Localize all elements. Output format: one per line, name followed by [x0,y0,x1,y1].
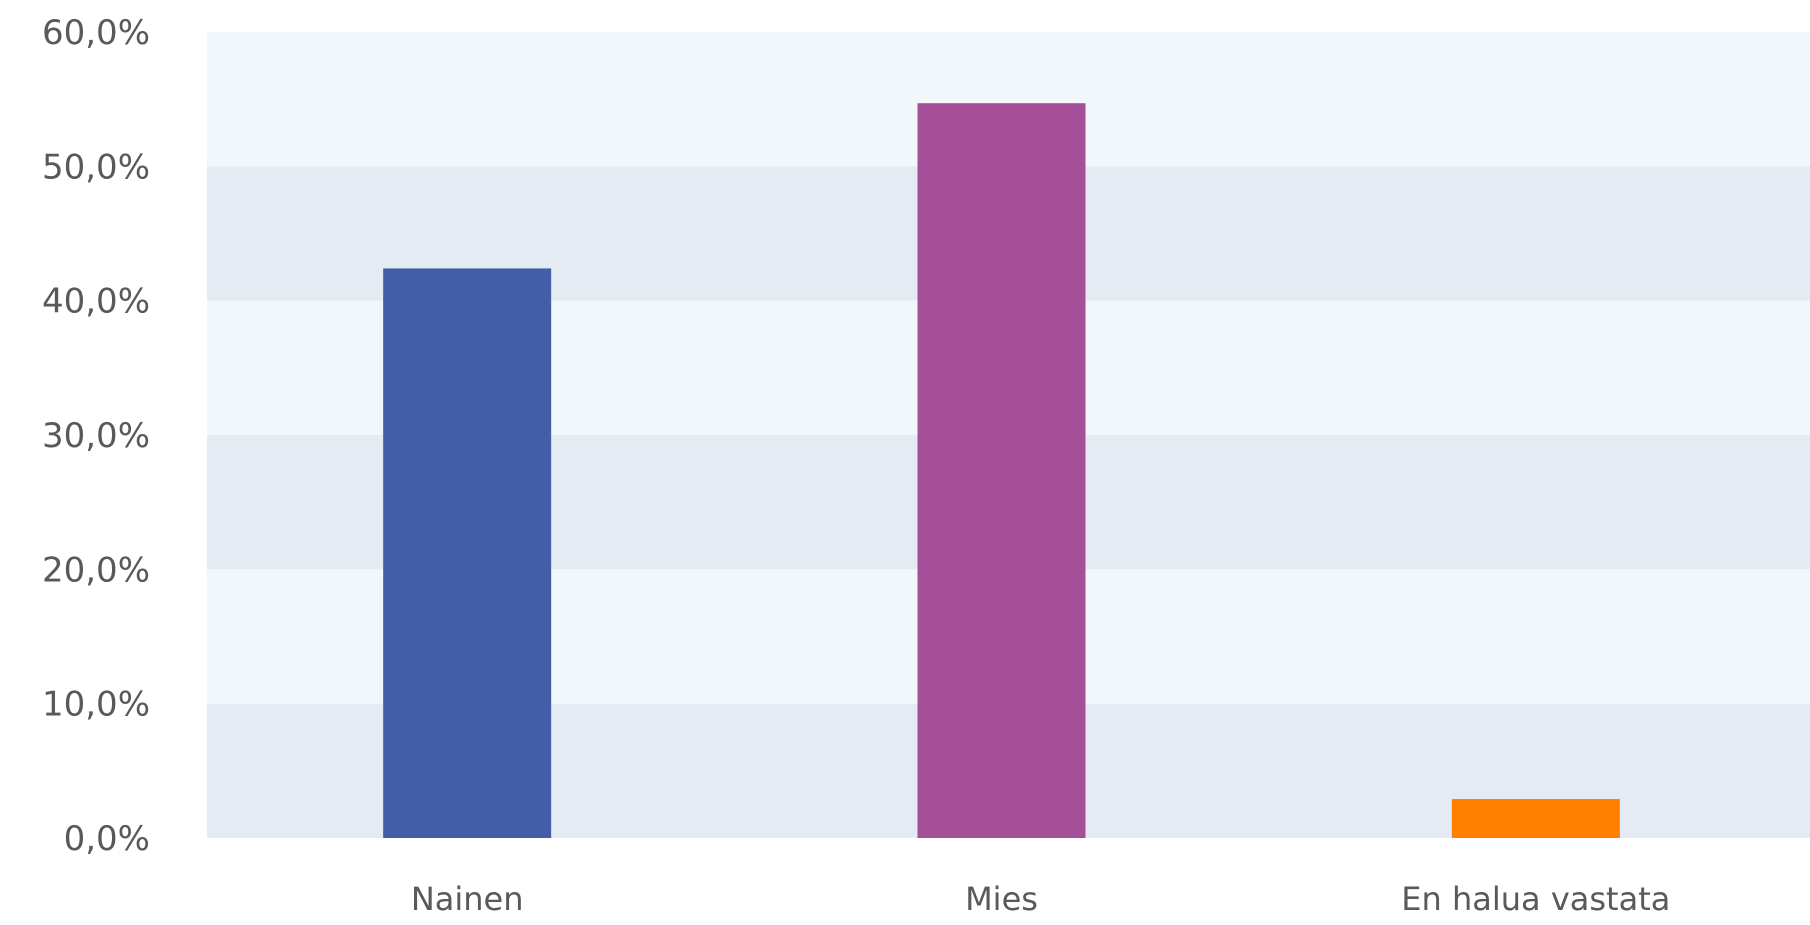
x-axis-category-labels: Nainen Mies En halua vastata [411,880,1671,918]
y-tick-label: 0,0% [64,819,150,859]
y-tick-label: 60,0% [42,13,150,53]
y-tick-label: 30,0% [42,416,150,456]
y-tick-label: 50,0% [42,147,150,187]
bar [383,268,552,839]
y-tick-label: 40,0% [42,282,150,322]
x-category-label: Mies [965,880,1038,918]
bar-series [383,103,1620,839]
y-axis-tick-labels: 0,0% 10,0% 20,0% 30,0% 40,0% 50,0% 60,0% [42,13,150,859]
bar [917,103,1086,839]
y-tick-label: 10,0% [42,685,150,725]
x-category-label: En halua vastata [1401,880,1670,918]
x-category-label: Nainen [411,880,524,918]
bar [1451,799,1620,838]
y-tick-label: 20,0% [42,550,150,590]
